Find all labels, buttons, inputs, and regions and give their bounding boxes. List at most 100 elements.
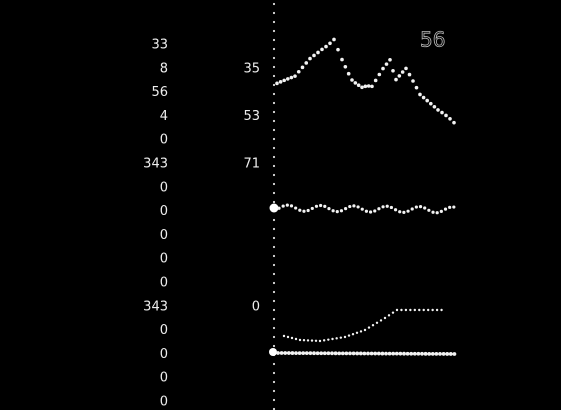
baseline-trace-dot (298, 351, 302, 355)
page: {"left_column": [33, 8, 56, 4, 0, 343, 0… (0, 0, 561, 410)
cursor-dot (273, 372, 275, 374)
middle-trace-dot (377, 207, 380, 210)
lower-trace-dot (431, 309, 433, 311)
middle-trace-dot (411, 207, 414, 210)
cursor-dot (273, 192, 275, 194)
cursor-dot (273, 291, 275, 293)
baseline-trace-dot (435, 352, 439, 356)
cursor-dot (273, 201, 275, 203)
upper-trace-dot (394, 78, 398, 82)
baseline-trace-dot (301, 351, 305, 355)
baseline-trace-dot (316, 351, 320, 355)
upper-trace-dot (301, 66, 305, 70)
cursor-dot (273, 21, 275, 23)
baseline-trace-dot (438, 352, 442, 356)
left-value: 0 (160, 204, 168, 219)
middle-trace-dot (340, 209, 343, 212)
lower-trace-dot (409, 309, 411, 311)
baseline-trace-dot (291, 351, 295, 355)
upper-trace-dot (308, 57, 312, 61)
upper-trace-dot (297, 70, 301, 74)
baseline-trace-dot (395, 352, 399, 356)
lower-trace-dot (327, 338, 329, 340)
middle-trace-dot (286, 203, 289, 206)
baseline-trace-dot (319, 351, 323, 355)
left-value: 0 (160, 133, 168, 148)
upper-trace-dot (304, 61, 308, 65)
upper-trace-dot (360, 86, 364, 90)
upper-trace-dot (320, 48, 324, 52)
cursor-dot (273, 156, 275, 158)
baseline-trace-dot (355, 352, 359, 356)
cursor-dot (273, 345, 275, 347)
lower-trace-dot (331, 338, 333, 340)
upper-trace-dot (381, 67, 385, 71)
baseline-trace-dot (341, 351, 345, 355)
upper-trace-dot (354, 81, 358, 85)
upper-trace-dot (282, 79, 286, 83)
baseline-trace-dot (323, 351, 327, 355)
cursor-dot (273, 30, 275, 32)
baseline-trace-dot (337, 351, 341, 355)
lower-trace-dot (364, 329, 366, 331)
baseline-trace-dot (334, 351, 338, 355)
upper-trace-dot (418, 93, 422, 97)
middle-trace-dot (361, 208, 364, 211)
middle-trace-dot (427, 209, 430, 212)
upper-trace-dot (316, 51, 320, 55)
middle-trace-dot (348, 205, 351, 208)
baseline-trace-dot (413, 352, 417, 356)
baseline-trace-dot (359, 352, 363, 356)
lower-trace-dot (414, 309, 416, 311)
lower-trace-dot (352, 333, 354, 335)
baseline-trace-dot (280, 351, 284, 355)
middle-trace-dot (398, 210, 401, 213)
baseline-trace-dot (327, 351, 331, 355)
baseline-trace-dot (445, 352, 449, 356)
upper-trace-dot (404, 67, 408, 71)
baseline-trace-dot (391, 352, 395, 356)
baseline-trace-dot (373, 352, 377, 356)
middle-trace-dot (336, 210, 339, 213)
upper-trace-dot (415, 86, 419, 90)
left-value: 343 (143, 157, 168, 172)
lower-trace-dot (396, 309, 398, 311)
middle-trace-dot (440, 210, 443, 213)
lower-trace-dot (360, 330, 362, 332)
baseline-trace-dot (294, 351, 298, 355)
middle-trace-dot (327, 207, 330, 210)
cursor-dot (273, 264, 275, 266)
baseline-trace-dot (384, 352, 388, 356)
upper-trace-dot (411, 79, 415, 83)
cursor-dot (273, 327, 275, 329)
baseline-trace-dot (431, 352, 435, 356)
baseline-trace-dot (276, 351, 280, 355)
upper-trace-dot (385, 62, 389, 66)
lower-trace-dot (299, 339, 301, 341)
upper-trace-dot (370, 85, 374, 89)
cursor-dot (273, 363, 275, 365)
upper-trace-dot (440, 111, 444, 115)
middle-value: 35 (243, 61, 260, 76)
upper-trace-dot (344, 65, 348, 69)
baseline-trace-dot (309, 351, 313, 355)
lower-trace-dot (307, 339, 309, 341)
middle-trace-dot (444, 208, 447, 211)
upper-trace-dot (293, 74, 297, 78)
lower-trace-dot (283, 335, 285, 337)
baseline-trace-dot (283, 351, 287, 355)
baseline-trace-dot (402, 352, 406, 356)
upper-trace-dot (448, 117, 452, 121)
middle-trace-dot (436, 211, 439, 214)
baseline-trace-dot (449, 352, 453, 356)
middle-trace-dot (402, 211, 405, 214)
left-value: 0 (160, 347, 168, 362)
baseline-trace-dot (348, 352, 352, 356)
upper-trace-dot (374, 79, 378, 83)
upper-trace-dot (336, 48, 340, 52)
left-value: 8 (160, 61, 168, 76)
baseline-trace-dot (363, 352, 367, 356)
upper-trace-dot (378, 73, 382, 77)
baseline-trace-dot (377, 352, 381, 356)
cursor-dot (273, 246, 275, 248)
